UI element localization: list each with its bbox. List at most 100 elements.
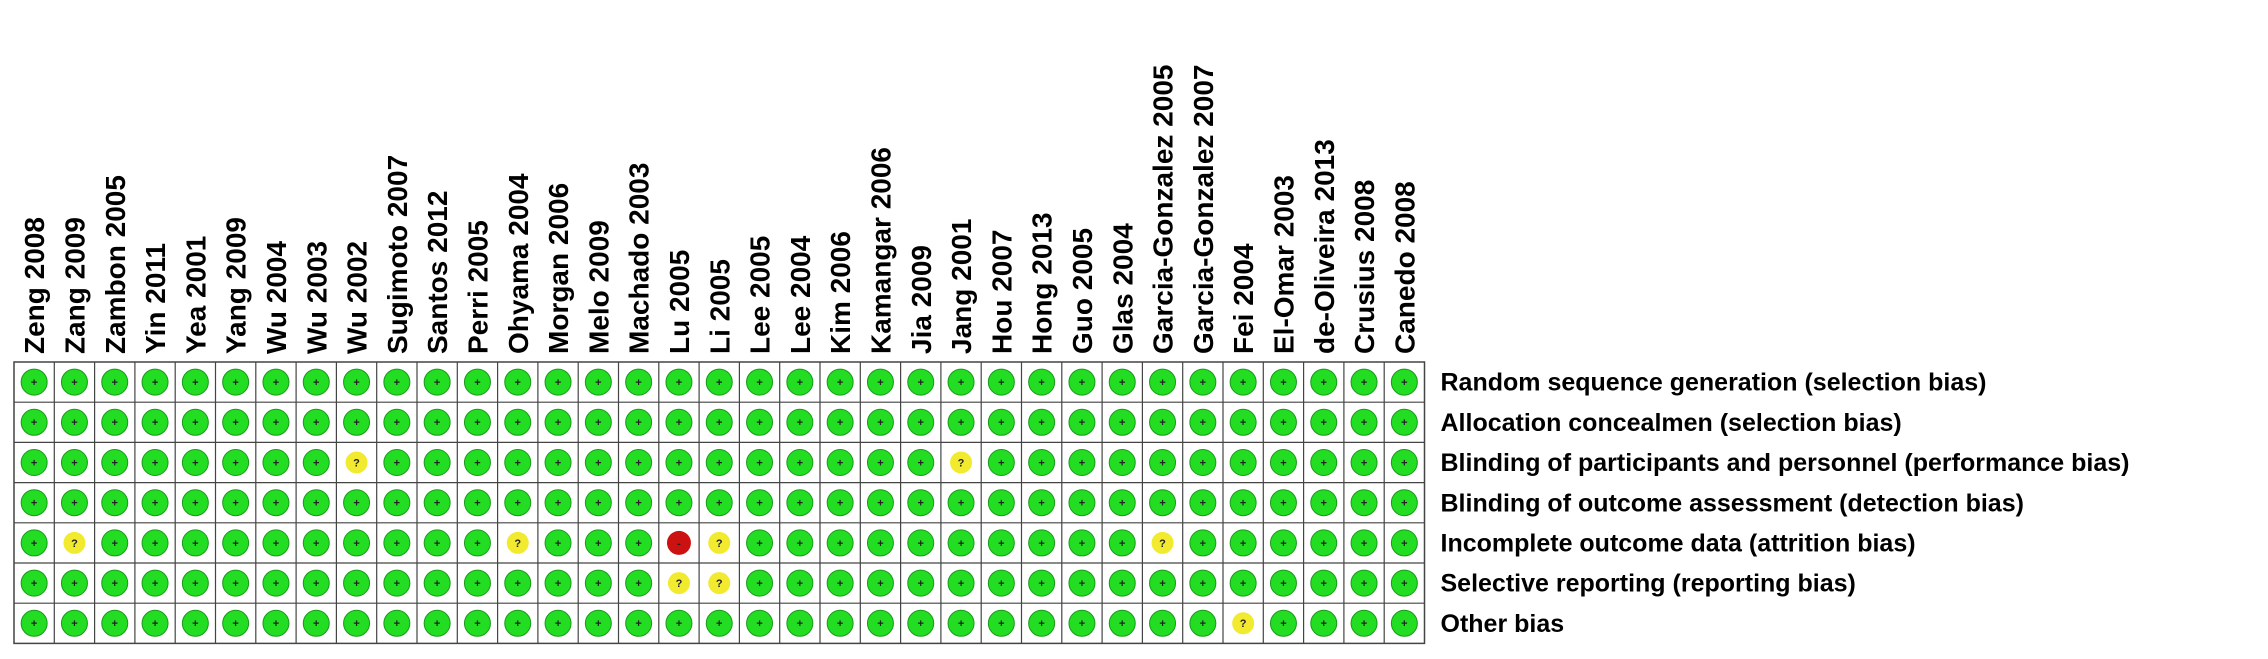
study-label: Zeng 2008 [19, 217, 50, 354]
study-label: Sugimoto 2007 [382, 155, 413, 354]
judgment-dot [625, 368, 653, 396]
judgment-symbol: + [635, 457, 641, 469]
judgment-symbol: + [232, 538, 238, 550]
judgment-symbol: + [918, 377, 924, 389]
judgment-symbol: + [1401, 377, 1407, 389]
study-label: El-Omar 2003 [1268, 175, 1299, 354]
judgment-dot [1229, 489, 1257, 517]
study-label: de-Oliveira 2013 [1309, 139, 1340, 354]
domain-label: Random sequence generation (selection bi… [1441, 369, 1987, 397]
judgment-symbol: + [1079, 578, 1085, 590]
judgment-symbol: + [112, 377, 118, 389]
judgment-dot [1229, 569, 1257, 597]
judgment-symbol: + [555, 538, 561, 550]
judgment-dot [987, 529, 1015, 557]
judgment-dot [826, 529, 854, 557]
judgment-dot [950, 451, 973, 474]
judgment-symbol: + [152, 417, 158, 429]
judgment-symbol: + [353, 578, 359, 590]
judgment-symbol: + [394, 618, 400, 630]
judgment-dot [1028, 609, 1056, 637]
judgment-symbol: + [1079, 618, 1085, 630]
study-label: Crusius 2008 [1349, 180, 1380, 354]
judgment-dot [504, 489, 532, 517]
judgment-symbol: + [232, 578, 238, 590]
judgment-dot [1028, 569, 1056, 597]
judgment-dot [463, 489, 491, 517]
judgment-dot [141, 449, 169, 476]
judgment-dot [506, 531, 529, 554]
judgment-dot [544, 408, 572, 436]
judgment-dot [705, 408, 733, 436]
judgment-dot [708, 572, 731, 595]
judgment-symbol: + [273, 538, 279, 550]
judgment-dot [584, 529, 612, 557]
judgment-dot [1350, 408, 1378, 436]
judgment-dot [1068, 489, 1096, 517]
study-label: Zambon 2005 [100, 175, 131, 354]
judgment-symbol: + [152, 377, 158, 389]
judgment-symbol: + [1361, 457, 1367, 469]
judgment-dot [947, 368, 975, 396]
judgment-dot [181, 529, 209, 557]
judgment-symbol: + [716, 618, 722, 630]
judgment-symbol: + [998, 578, 1004, 590]
judgment-dot [584, 408, 612, 436]
judgment-dot [1108, 529, 1136, 557]
judgment-symbol: + [1401, 618, 1407, 630]
judgment-symbol: + [112, 618, 118, 630]
judgment-dot [1149, 368, 1177, 396]
judgment-dot [544, 609, 572, 637]
judgment-symbol: + [434, 618, 440, 630]
judgment-symbol: + [1280, 377, 1286, 389]
judgment-dot [222, 609, 250, 637]
judgment-dot [666, 530, 691, 555]
judgment-symbol: + [1038, 618, 1044, 630]
judgment-dot [101, 449, 129, 476]
judgment-dot [141, 408, 169, 436]
judgment-dot [1189, 408, 1217, 436]
judgment-dot [544, 449, 572, 476]
judgment-symbol: + [635, 377, 641, 389]
judgment-dot [1151, 531, 1174, 554]
study-label: Kim 2006 [825, 231, 856, 354]
judgment-symbol: + [676, 377, 682, 389]
judgment-symbol: + [1321, 498, 1327, 510]
judgment-symbol: ? [353, 457, 360, 469]
judgment-symbol: + [474, 498, 480, 510]
judgment-symbol: + [474, 417, 480, 429]
judgment-dot [1189, 449, 1217, 476]
judgment-dot [383, 449, 411, 476]
study-label: Fei 2004 [1228, 243, 1259, 354]
judgment-dot [60, 368, 88, 396]
judgment-dot [665, 489, 693, 517]
judgment-symbol: + [998, 538, 1004, 550]
judgment-dot [1028, 529, 1056, 557]
judgment-dot [866, 569, 894, 597]
judgment-symbol: - [677, 538, 681, 550]
judgment-dot [1068, 609, 1096, 637]
judgment-symbol: + [1280, 538, 1286, 550]
judgment-symbol: + [1280, 417, 1286, 429]
judgment-symbol: + [273, 618, 279, 630]
judgment-symbol: + [635, 538, 641, 550]
judgment-symbol: + [394, 417, 400, 429]
judgment-symbol: + [998, 457, 1004, 469]
judgment-symbol: + [797, 578, 803, 590]
judgment-dot [463, 408, 491, 436]
judgment-symbol: + [1361, 498, 1367, 510]
judgment-symbol: + [71, 578, 77, 590]
judgment-symbol: + [1280, 618, 1286, 630]
judgment-dot [1269, 609, 1297, 637]
judgment-symbol: + [877, 578, 883, 590]
judgment-dot [667, 572, 690, 595]
judgment-symbol: + [555, 498, 561, 510]
judgment-symbol: + [273, 457, 279, 469]
domain-label: Other bias [1441, 610, 1565, 638]
judgment-dot [101, 609, 129, 637]
judgment-symbol: + [313, 498, 319, 510]
judgment-symbol: + [958, 578, 964, 590]
study-label: Yea 2001 [180, 236, 211, 354]
judgment-dot [181, 368, 209, 396]
study-label: Yin 2011 [140, 243, 171, 354]
